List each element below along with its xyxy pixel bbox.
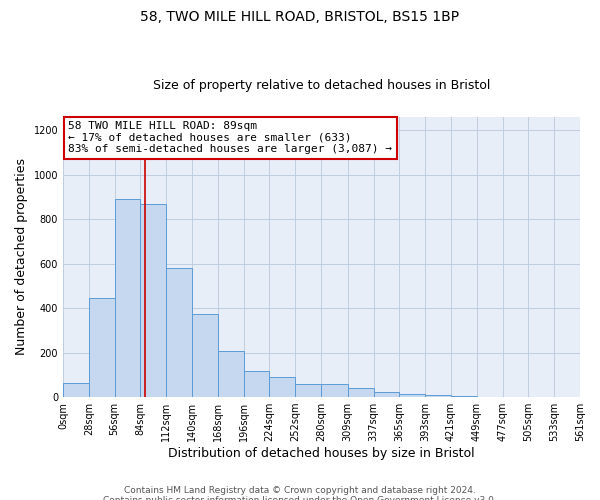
Y-axis label: Number of detached properties: Number of detached properties xyxy=(15,158,28,356)
Text: Contains public sector information licensed under the Open Government Licence v3: Contains public sector information licen… xyxy=(103,496,497,500)
Bar xyxy=(451,396,477,397)
Text: Contains HM Land Registry data © Crown copyright and database right 2024.: Contains HM Land Registry data © Crown c… xyxy=(124,486,476,495)
Text: 58, TWO MILE HILL ROAD, BRISTOL, BS15 1BP: 58, TWO MILE HILL ROAD, BRISTOL, BS15 1B… xyxy=(140,10,460,24)
Bar xyxy=(400,394,425,397)
Bar xyxy=(269,377,295,397)
Bar xyxy=(295,384,321,397)
Bar xyxy=(115,199,140,397)
Bar xyxy=(425,396,451,397)
Bar xyxy=(374,392,400,397)
Title: Size of property relative to detached houses in Bristol: Size of property relative to detached ho… xyxy=(153,79,490,92)
Bar xyxy=(244,372,269,397)
Bar xyxy=(348,388,374,397)
Bar xyxy=(89,298,115,397)
Bar xyxy=(166,268,192,397)
Bar xyxy=(192,314,218,397)
X-axis label: Distribution of detached houses by size in Bristol: Distribution of detached houses by size … xyxy=(168,447,475,460)
Bar xyxy=(63,382,89,397)
Bar xyxy=(218,352,244,397)
Bar xyxy=(321,384,348,397)
Text: 58 TWO MILE HILL ROAD: 89sqm
← 17% of detached houses are smaller (633)
83% of s: 58 TWO MILE HILL ROAD: 89sqm ← 17% of de… xyxy=(68,121,392,154)
Bar xyxy=(140,204,166,397)
